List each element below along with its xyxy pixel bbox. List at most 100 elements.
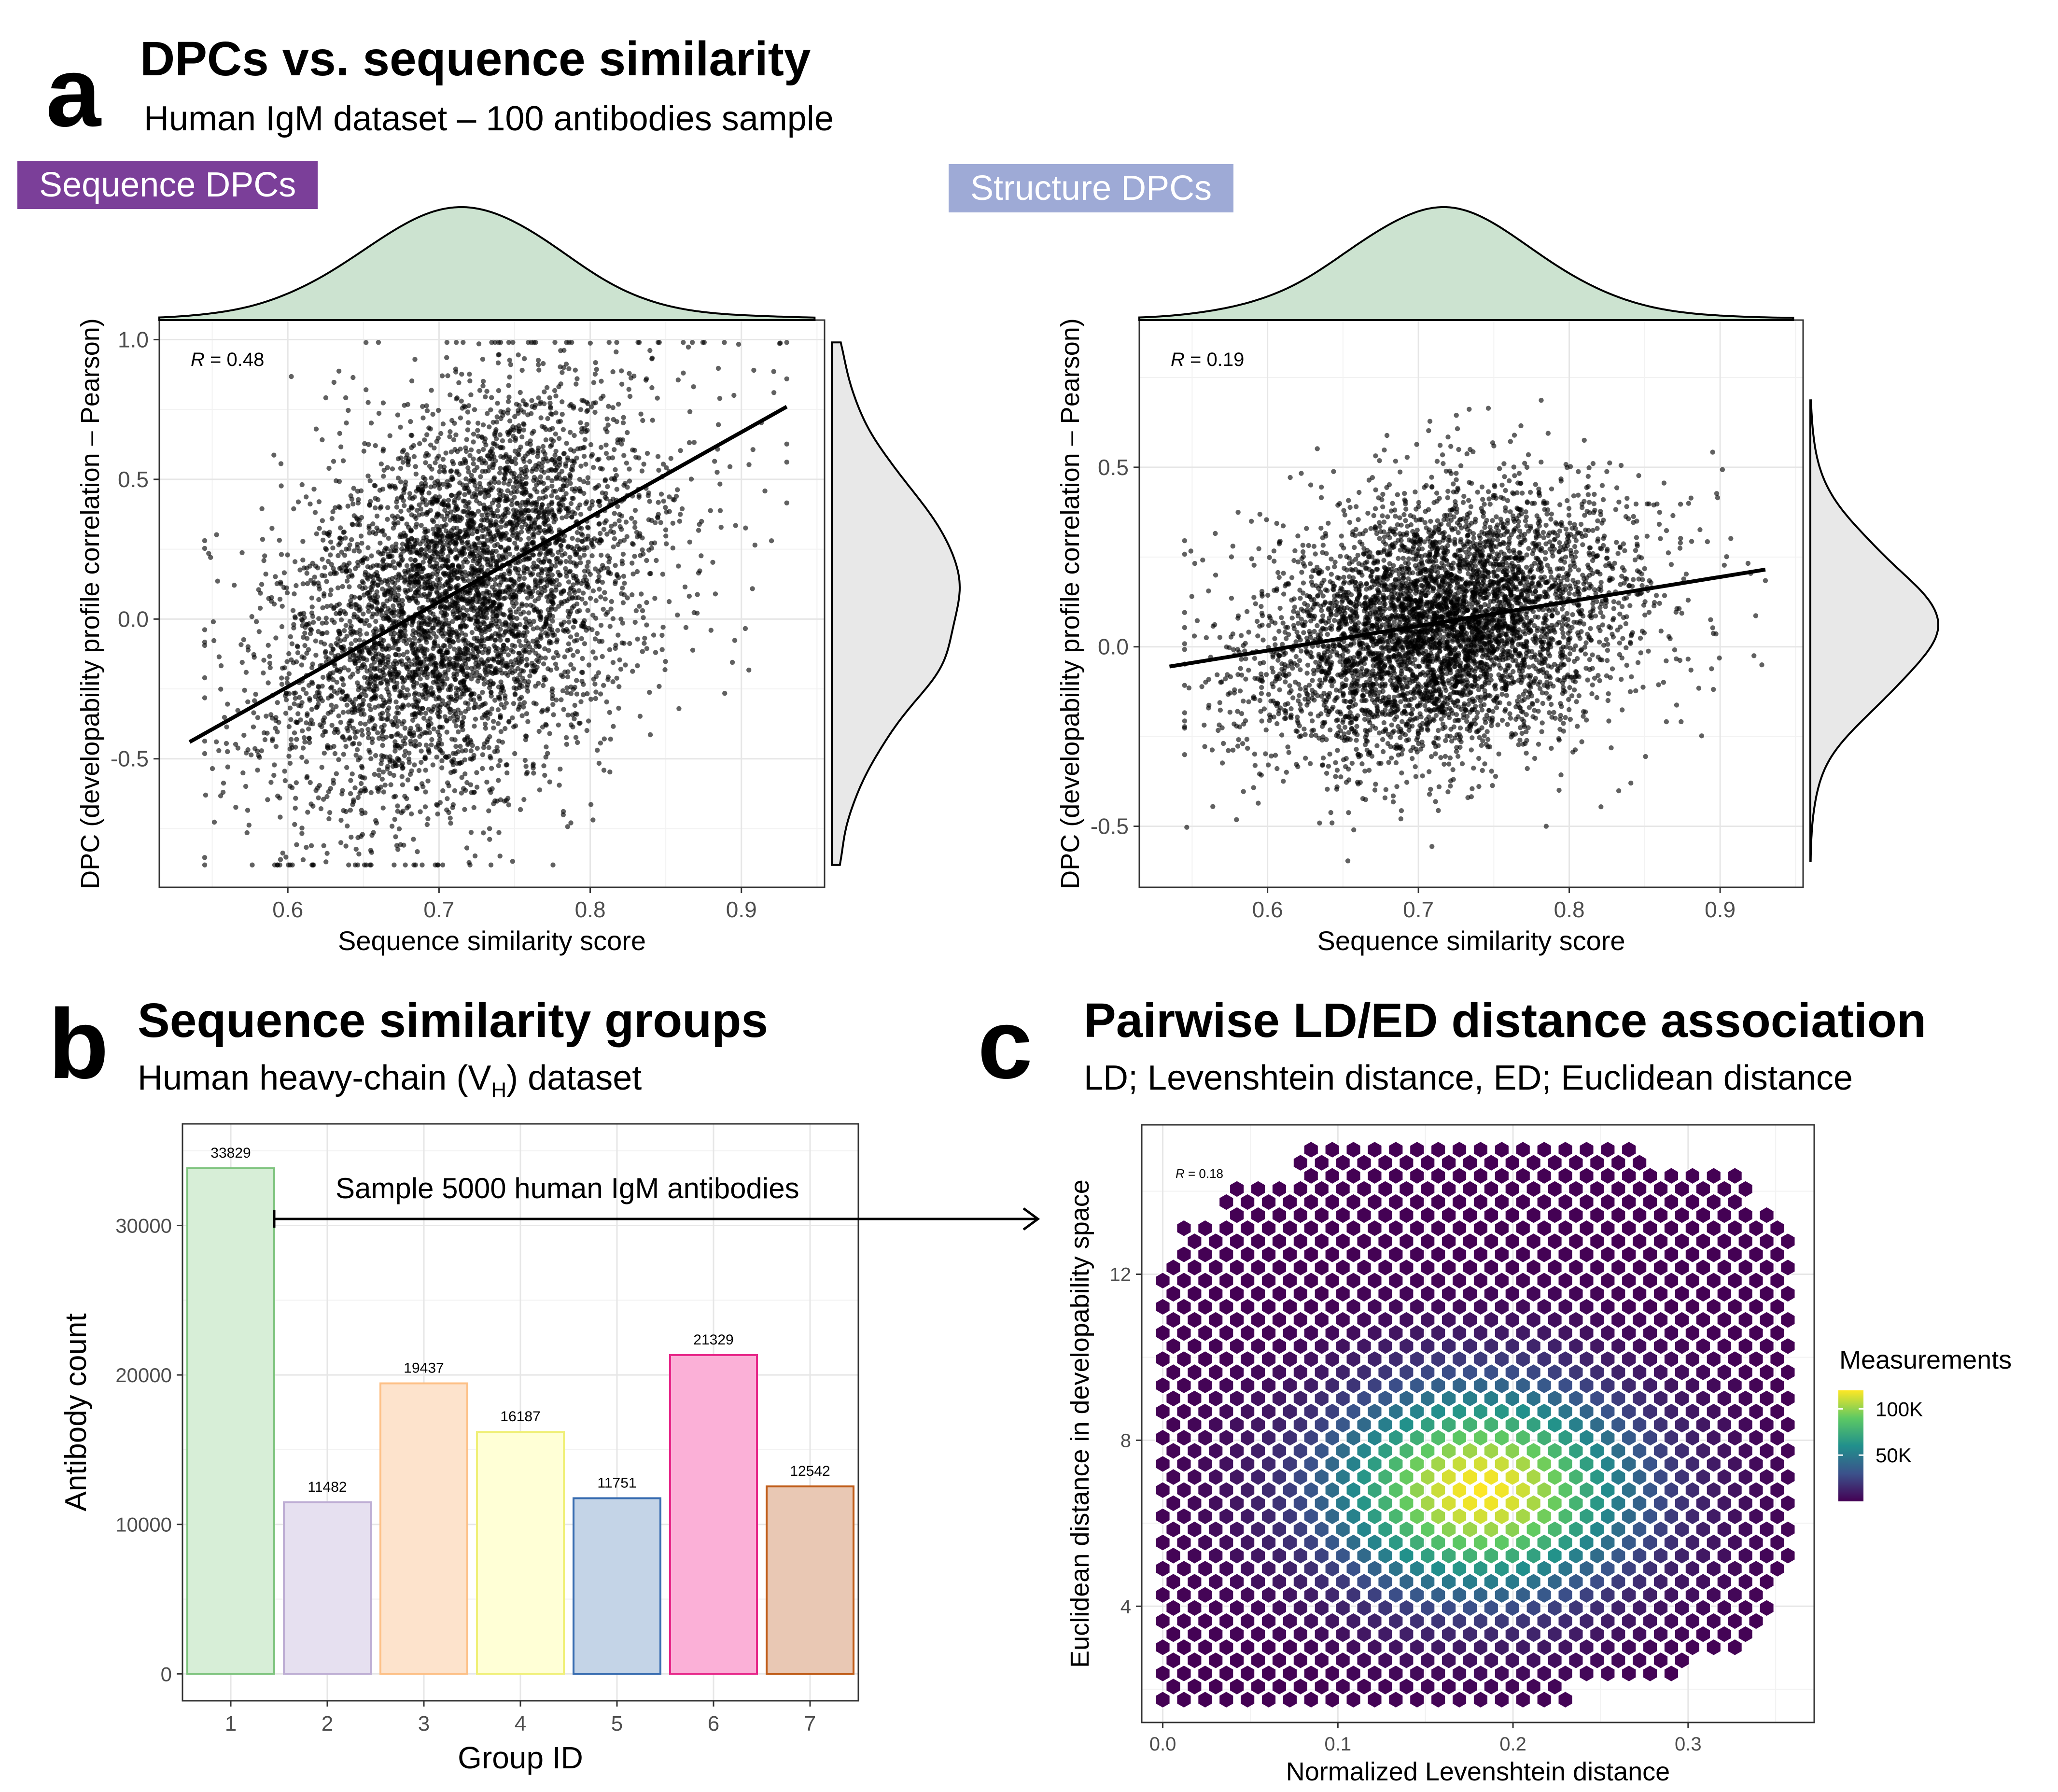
scatter-point: [579, 581, 584, 587]
scatter-point: [602, 596, 608, 602]
scatter-point: [362, 441, 367, 446]
scatter-point: [440, 788, 446, 794]
scatter-point: [596, 457, 602, 462]
scatter-point: [468, 604, 474, 610]
scatter-point: [585, 533, 591, 539]
scatter-point: [508, 578, 514, 583]
scatter-point: [423, 789, 428, 795]
scatter-point: [585, 608, 590, 613]
scatter-point: [294, 737, 299, 742]
panel-b-subtitle-pre: Human heavy-chain (V: [138, 1059, 491, 1097]
scatter-point: [339, 549, 344, 555]
scatter-point: [364, 387, 369, 392]
scatter-point: [453, 546, 458, 552]
scatter-point: [352, 661, 358, 666]
scatter-point: [590, 649, 596, 655]
scatter-point: [403, 532, 408, 538]
scatter-point: [332, 663, 337, 669]
scatter-point: [412, 692, 417, 697]
scatter-point: [496, 340, 502, 345]
scatter-point: [349, 834, 354, 840]
scatter-point: [268, 780, 274, 785]
scatter-point: [553, 431, 559, 437]
scatter-point: [750, 447, 756, 452]
scatter-point: [668, 456, 673, 461]
scatter-point: [452, 447, 458, 452]
scatter-point: [513, 456, 518, 462]
scatter-point: [527, 449, 532, 455]
scatter-point: [400, 460, 406, 465]
scatter-point: [493, 436, 499, 442]
scatter-point: [300, 581, 306, 587]
scatter-point: [463, 700, 468, 706]
scatter-point: [364, 631, 369, 637]
scatter-point: [448, 449, 454, 455]
scatter-point: [304, 720, 309, 726]
scatter-point: [503, 629, 508, 634]
scatter-point: [637, 714, 643, 719]
scatter-point: [382, 672, 387, 678]
scatter-point: [429, 388, 434, 393]
scatter-point: [468, 756, 473, 762]
scatter-point: [400, 557, 405, 562]
scatter-point: [679, 506, 685, 512]
scatter-point: [376, 528, 381, 533]
scatter-point: [425, 579, 431, 585]
scatter-point: [582, 641, 588, 646]
scatter-point: [517, 589, 522, 594]
scatter-point: [538, 560, 544, 565]
scatter-point: [355, 560, 361, 565]
scatter-point: [316, 685, 322, 690]
scatter-point: [444, 718, 449, 724]
scatter-point: [571, 496, 576, 501]
scatter-point: [317, 722, 323, 728]
scatter-point: [577, 555, 583, 560]
scatter-point: [510, 670, 515, 675]
scatter-point: [478, 474, 483, 479]
scatter-point: [596, 521, 602, 527]
scatter-point: [551, 655, 556, 660]
scatter-point: [539, 424, 545, 429]
scatter-point: [392, 743, 398, 748]
scatter-point: [682, 584, 688, 590]
scatter-point: [524, 657, 530, 662]
scatter-point: [608, 606, 614, 612]
scatter-point: [419, 523, 424, 528]
scatter-point: [449, 492, 454, 498]
scatter-point: [310, 614, 315, 619]
scatter-point: [549, 563, 555, 568]
scatter-point: [309, 604, 315, 610]
scatter-point: [612, 536, 617, 542]
scatter-point: [624, 461, 630, 466]
scatter-point: [559, 621, 564, 627]
scatter-point: [418, 809, 423, 814]
scatter-point: [402, 678, 407, 684]
scatter-point: [563, 362, 569, 367]
scatter-point: [316, 499, 322, 504]
scatter-point: [550, 515, 556, 520]
scatter-point: [380, 528, 386, 533]
scatter-point: [435, 435, 441, 441]
scatter-point: [573, 552, 578, 558]
scatter-point: [621, 574, 627, 579]
scatter-point: [621, 592, 627, 598]
scatter-point: [496, 684, 502, 690]
scatter-point: [465, 420, 471, 425]
scatter-point: [361, 611, 366, 617]
scatter-point: [498, 524, 504, 530]
scatter-point: [275, 862, 280, 868]
scatter-point: [362, 788, 367, 794]
scatter-point: [620, 551, 626, 557]
scatter-point: [714, 470, 720, 475]
scatter-point: [350, 574, 355, 579]
scatter-point: [435, 407, 441, 413]
scatter-point: [280, 665, 285, 671]
scatter-point: [480, 378, 486, 384]
scatter-point: [549, 483, 555, 489]
scatter-point: [564, 441, 569, 446]
scatter-point: [322, 530, 327, 536]
scatter-point: [552, 340, 558, 345]
scatter-point: [216, 748, 222, 754]
scatter-point: [403, 455, 408, 461]
scatter-point: [316, 690, 322, 696]
